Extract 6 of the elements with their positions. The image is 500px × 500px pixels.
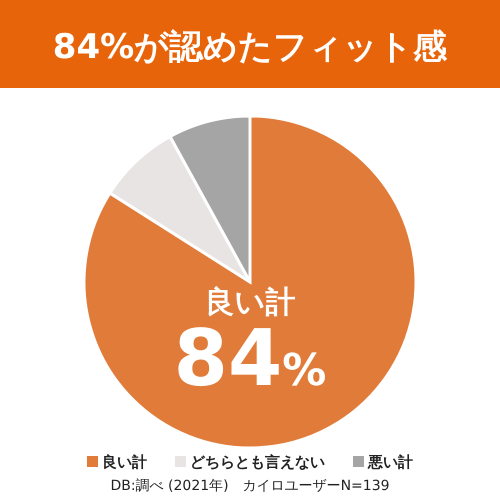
chart-title: 84%が認めたフィット感 (52, 27, 448, 67)
legend-label: どちらとも言えない (190, 453, 325, 471)
slice-label: 良い計 (204, 285, 296, 320)
text: DB:調べ (2021年) カイロユーザーN=139 (110, 478, 390, 494)
legend-label: 良い計 (102, 453, 147, 471)
legend-label: 悪い計 (367, 453, 413, 471)
